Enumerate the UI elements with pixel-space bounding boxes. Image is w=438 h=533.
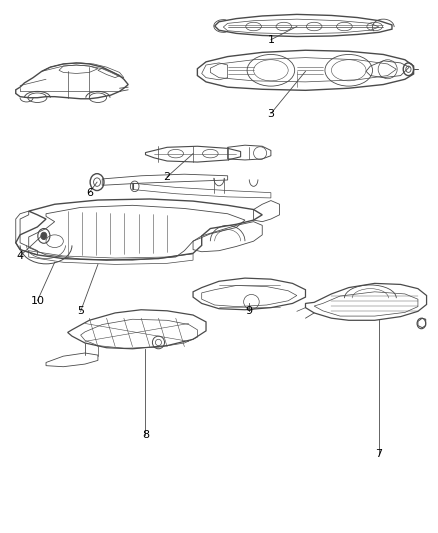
Text: 6: 6 <box>86 188 93 198</box>
Text: 4: 4 <box>17 251 24 261</box>
Ellipse shape <box>41 232 47 240</box>
Text: 3: 3 <box>267 109 274 118</box>
Text: 1: 1 <box>267 35 274 45</box>
Text: 10: 10 <box>30 296 44 306</box>
Text: 9: 9 <box>246 306 253 316</box>
Text: 5: 5 <box>77 306 84 316</box>
Text: 8: 8 <box>142 430 149 440</box>
Text: 7: 7 <box>375 449 382 459</box>
Text: 2: 2 <box>163 172 171 182</box>
